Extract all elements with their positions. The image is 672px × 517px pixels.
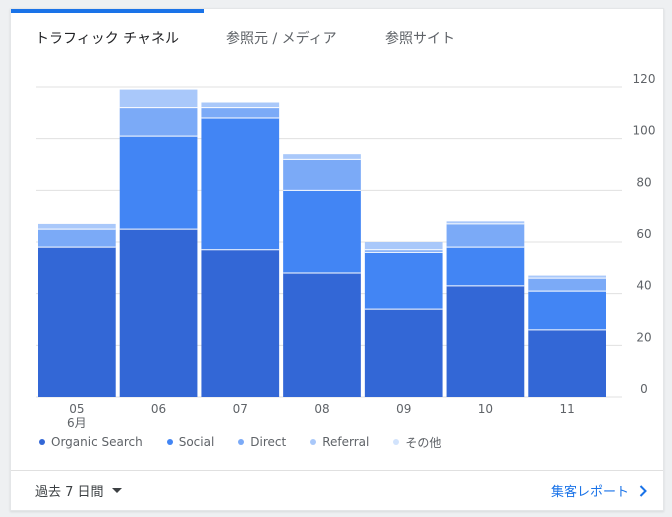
legend-dot-icon [39, 439, 45, 445]
y-tick-label: 80 [636, 175, 651, 189]
bar-segment[interactable] [446, 247, 525, 286]
bar-segment[interactable] [119, 229, 198, 397]
tab-source-medium[interactable]: 参照元 / メディア [226, 31, 337, 47]
legend-dot-icon [393, 439, 400, 445]
legend-dot-icon [238, 439, 245, 445]
legend-dot-icon [166, 439, 173, 445]
bar-segment[interactable] [38, 223, 116, 230]
acquisition-report-link[interactable]: 集客レポート [551, 481, 647, 500]
report-link-label: 集客レポート [550, 485, 629, 500]
x-tick-label: 05 [69, 402, 84, 416]
bar-segment[interactable] [364, 309, 443, 397]
date-range-label: 過去 7 日間 [35, 485, 104, 500]
x-tick-label: 06 [151, 402, 166, 416]
y-tick-label: 100 [633, 124, 656, 138]
active-tab-indicator [11, 9, 204, 13]
legend-label: Social [178, 435, 215, 449]
x-tick-label: 10 [478, 402, 493, 416]
legend-label: その他 [405, 435, 442, 450]
tab-bar: トラフィック チャネル 参照元 / メディア 参照サイト [11, 27, 663, 53]
bar-segment[interactable] [201, 107, 280, 118]
bar-segment[interactable] [38, 229, 116, 248]
bar-segment[interactable] [364, 252, 443, 310]
legend-item[interactable]: Direct [238, 435, 286, 449]
bar-segment[interactable] [201, 249, 280, 397]
legend-item[interactable]: その他 [393, 434, 441, 451]
bar-segment[interactable] [283, 159, 361, 191]
bars-layer [38, 89, 606, 397]
bar-segment[interactable] [283, 154, 361, 160]
legend-dot-icon [310, 439, 317, 445]
y-tick-label: 60 [636, 227, 651, 241]
x-tick-label: 08 [314, 402, 329, 416]
bar-segment[interactable] [364, 249, 443, 253]
bar-segment[interactable] [528, 275, 606, 279]
bar-segment[interactable] [38, 247, 116, 397]
bar-segment[interactable] [446, 221, 525, 224]
legend-item[interactable]: Referral [310, 435, 369, 449]
bar-segment[interactable] [119, 107, 198, 137]
bar-segment[interactable] [283, 273, 361, 397]
y-tick-label: 120 [633, 72, 656, 86]
bar-segment[interactable] [528, 278, 606, 292]
bar-segment[interactable] [446, 285, 525, 397]
traffic-channel-card: トラフィック チャネル 参照元 / メディア 参照サイト 0 20 40 60 80 10… [10, 8, 664, 511]
bar-segment[interactable] [119, 136, 198, 230]
chart-legend: Organic Search Social Direct Referral その他 [39, 432, 465, 452]
legend-label: Direct [250, 435, 287, 449]
date-range-dropdown[interactable]: 過去 7 日間 [35, 481, 122, 500]
y-tick-label: 40 [636, 279, 651, 293]
x-tick-label: 11 [560, 402, 575, 416]
legend-item[interactable]: Organic Search [39, 435, 143, 449]
chevron-right-icon [639, 484, 647, 497]
tab-referral-sites[interactable]: 参照サイト [385, 31, 455, 47]
legend-item[interactable]: Social [166, 435, 215, 449]
y-tick-label: 20 [636, 330, 651, 344]
caret-down-icon [111, 488, 122, 493]
bar-segment[interactable] [528, 291, 606, 330]
bar-segment[interactable] [119, 89, 198, 108]
bar-segment[interactable] [364, 242, 443, 250]
tab-traffic-channel[interactable]: トラフィック チャネル [35, 31, 180, 47]
legend-label: Referral [322, 435, 370, 449]
legend-label: Organic Search [51, 435, 143, 449]
x-tick-label: 09 [396, 402, 411, 416]
bar-segment[interactable] [446, 223, 525, 248]
card-footer: 過去 7 日間 集客レポート [11, 470, 663, 511]
bar-segment[interactable] [528, 329, 606, 397]
y-tick-label: 0 [640, 382, 648, 396]
x-tick-label: 07 [233, 402, 248, 416]
bar-segment[interactable] [201, 102, 280, 108]
bar-segment[interactable] [201, 118, 280, 250]
bar-segment[interactable] [283, 190, 361, 273]
x-tick-sublabel: 6月 [67, 416, 87, 429]
